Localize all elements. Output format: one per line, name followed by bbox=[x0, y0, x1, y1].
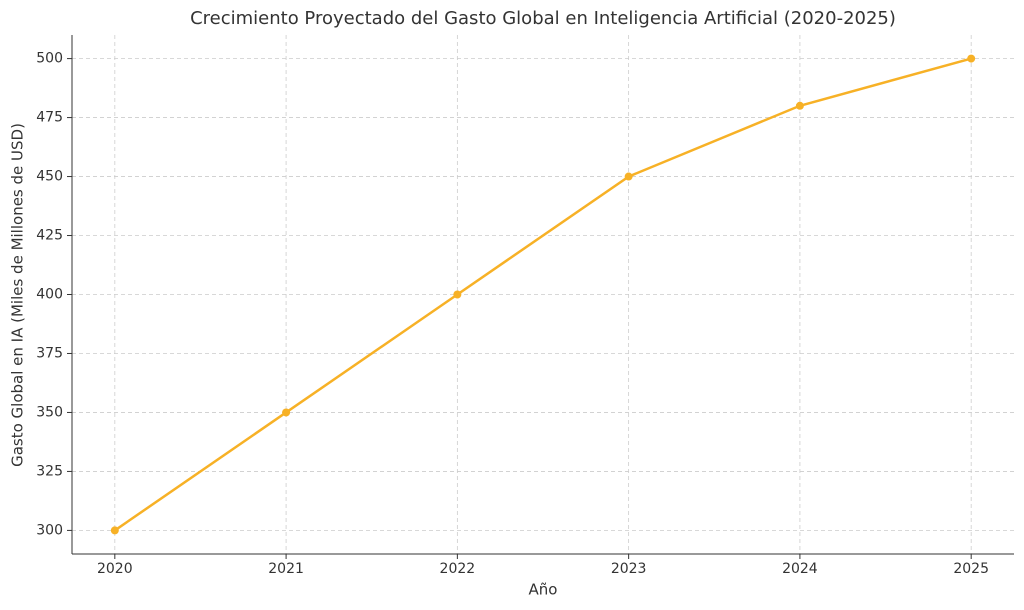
y-tick-label: 375 bbox=[36, 345, 63, 361]
x-axis-label: Año bbox=[529, 581, 558, 599]
x-tick-label: 2024 bbox=[782, 561, 818, 577]
data-point bbox=[282, 408, 291, 417]
data-point bbox=[967, 54, 976, 63]
x-tick-label: 2025 bbox=[953, 561, 989, 577]
y-axis-label: Gasto Global en IA (Miles de Millones de… bbox=[9, 123, 27, 467]
data-point bbox=[624, 172, 633, 181]
x-tick-label: 2023 bbox=[611, 561, 647, 577]
y-tick-label: 425 bbox=[36, 228, 63, 244]
series-line bbox=[114, 57, 972, 532]
x-tick-label: 2022 bbox=[440, 561, 476, 577]
data-point bbox=[453, 290, 462, 299]
x-tick-label: 2021 bbox=[268, 561, 304, 577]
data-point bbox=[795, 101, 804, 110]
y-tick-label: 350 bbox=[36, 404, 63, 420]
y-tick-label: 325 bbox=[36, 463, 63, 479]
y-tick-label: 475 bbox=[36, 110, 63, 126]
y-tick-label: 300 bbox=[36, 522, 63, 538]
y-tick-label: 500 bbox=[36, 51, 63, 67]
data-point bbox=[110, 526, 119, 535]
chart-title: Crecimiento Proyectado del Gasto Global … bbox=[190, 8, 896, 29]
y-tick-label: 400 bbox=[36, 287, 63, 303]
x-tick-label: 2020 bbox=[97, 561, 133, 577]
y-tick-label: 450 bbox=[36, 169, 63, 185]
